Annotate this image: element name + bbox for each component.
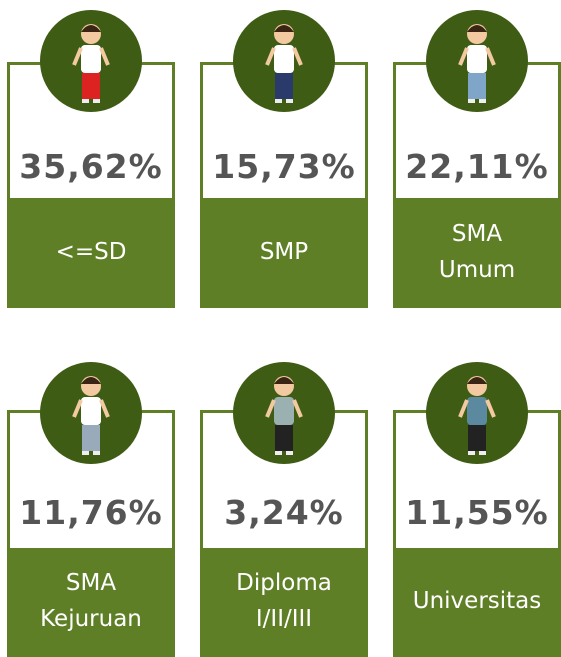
label-line: Diploma xyxy=(236,565,332,601)
avatar-circle xyxy=(233,10,335,112)
student-figure xyxy=(233,362,335,464)
avatar-circle xyxy=(40,362,142,464)
student-figure xyxy=(233,10,335,112)
percentage: 22,11% xyxy=(396,147,558,186)
student-figure xyxy=(40,10,142,112)
avatar-circle xyxy=(426,362,528,464)
percentage: 15,73% xyxy=(203,147,365,186)
category-label: <=SD xyxy=(10,198,172,305)
percentage: 35,62% xyxy=(10,147,172,186)
student-figure xyxy=(426,10,528,112)
label-line: SMP xyxy=(260,234,308,270)
label-line: SMA xyxy=(66,565,116,601)
category-label: Universitas xyxy=(396,548,558,654)
page: 35,62%<=SD 15,73%SMP 22,11%SMAUmum 11,76… xyxy=(0,0,561,654)
label-line: Umum xyxy=(439,252,515,288)
label-line: <=SD xyxy=(56,234,127,270)
percentage: 3,24% xyxy=(203,493,365,532)
avatar-circle xyxy=(426,10,528,112)
label-line: Kejuruan xyxy=(40,601,142,637)
avatar-circle xyxy=(40,10,142,112)
percentage: 11,55% xyxy=(396,493,558,532)
label-line: Universitas xyxy=(413,583,542,619)
student-figure xyxy=(40,362,142,464)
label-line: SMA xyxy=(452,216,502,252)
category-label: SMP xyxy=(203,198,365,305)
percentage: 11,76% xyxy=(10,493,172,532)
avatar-circle xyxy=(233,362,335,464)
label-line: I/II/III xyxy=(256,601,312,637)
student-figure xyxy=(426,362,528,464)
